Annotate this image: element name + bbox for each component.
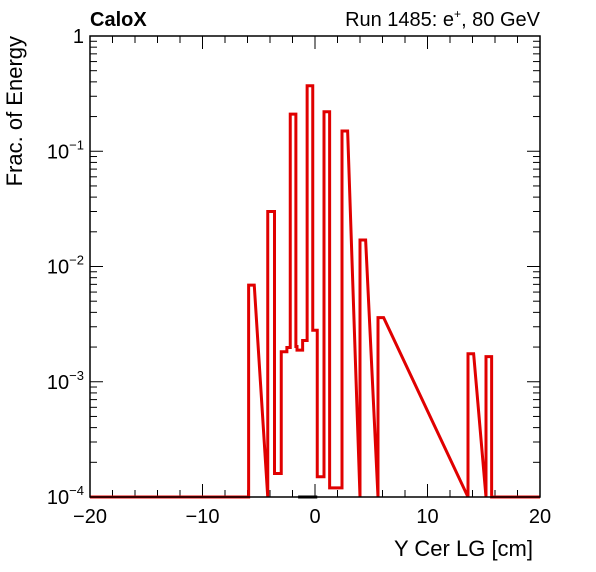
y-tick-label: 1 — [73, 26, 84, 48]
histogram-bin — [303, 340, 308, 497]
histogram-bin — [307, 86, 313, 497]
y-tick-label: 10−1 — [47, 137, 84, 163]
run-label-tail: , 80 GeV — [461, 9, 541, 31]
x-tick-label: 10 — [416, 506, 438, 528]
x-axis-title: Y Cer LG [cm] — [394, 536, 533, 561]
x-tick-label: −10 — [186, 506, 220, 528]
histogram-bin — [249, 285, 255, 497]
plot-frame — [89, 35, 541, 498]
histogram-bin — [296, 347, 297, 497]
x-tick-label: −20 — [73, 506, 107, 528]
histogram-bins — [90, 84, 540, 499]
run-label-sup: + — [454, 7, 461, 21]
histogram-bin — [313, 330, 318, 497]
run-label: Run 1485: e+, 80 GeV — [345, 7, 541, 31]
histogram-bin — [297, 350, 303, 497]
histogram-bin — [330, 488, 342, 497]
histogram-bin — [281, 352, 287, 497]
x-tick-label: 0 — [309, 506, 320, 528]
histogram-bin — [486, 357, 492, 497]
histogram-bin — [290, 114, 296, 497]
histogram-bin — [360, 240, 366, 497]
histogram-bin — [268, 212, 275, 497]
histogram-bin — [468, 354, 474, 497]
run-label-main: Run 1485: e — [345, 9, 454, 31]
y-axis-title: Frac. of Energy — [2, 36, 27, 186]
histogram-bin — [275, 473, 282, 497]
histogram-bin — [378, 318, 384, 497]
histogram-bin — [287, 348, 290, 497]
histogram-bin — [342, 131, 348, 497]
histogram-bin — [317, 477, 324, 497]
y-tick-label: 10−2 — [47, 253, 84, 279]
experiment-label: CaloX — [90, 9, 147, 31]
histogram-bin — [324, 112, 330, 497]
y-tick-label: 10−3 — [47, 368, 84, 394]
y-tick-label: 10−4 — [47, 483, 84, 509]
histogram-step-line — [90, 84, 540, 499]
x-tick-label: 20 — [529, 506, 551, 528]
axis-ticks: −20 −10 0 10 20 10−4 10−3 10−2 10−1 1 — [47, 26, 551, 528]
